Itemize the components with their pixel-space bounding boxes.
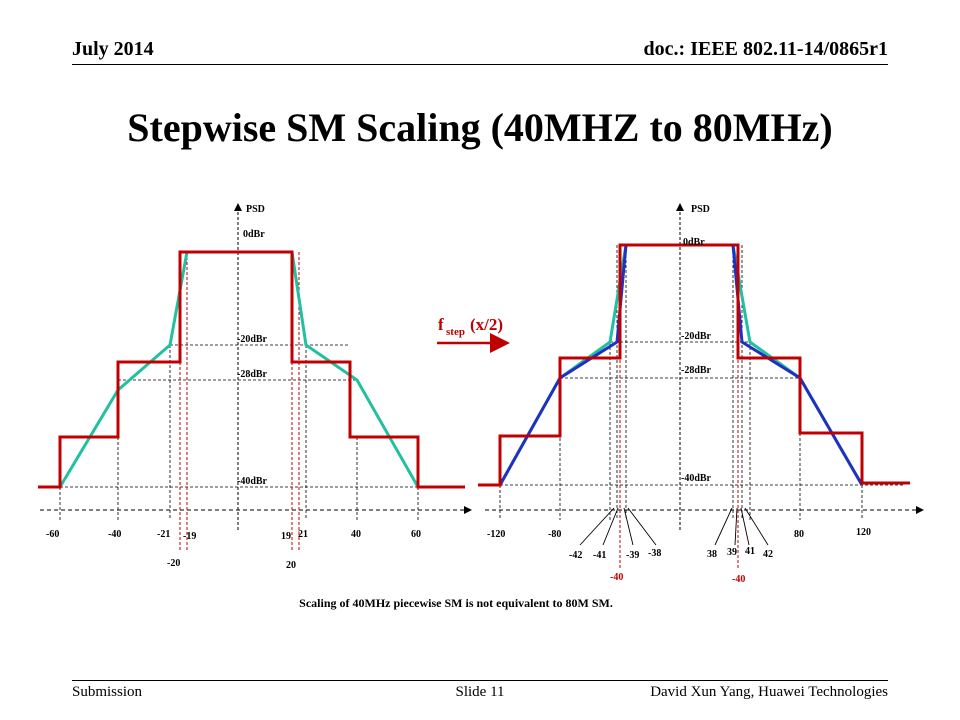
header-date: July 2014 (72, 38, 154, 60)
left-tick: -19 (183, 531, 196, 542)
left-step-mask (38, 250, 465, 489)
left-level-0: 0dBr (243, 229, 265, 240)
right-tick-low: -42 (569, 550, 582, 561)
right-tick: 80 (794, 529, 804, 540)
left-tick: -40 (108, 529, 121, 540)
right-tick: -120 (487, 529, 505, 540)
left-level-lines (45, 344, 460, 488)
right-tick-low: 41 (745, 546, 755, 557)
right-level-lines (490, 341, 905, 486)
left-tick: 40 (351, 529, 361, 540)
footer-slide-number: Slide 11 (455, 684, 505, 700)
arrow-label-f: f (438, 315, 444, 334)
right-tick-low: -38 (648, 548, 661, 559)
left-tick-low: -20 (167, 558, 180, 569)
right-marker-label: -40 (610, 572, 623, 583)
left-tick: 60 (411, 529, 421, 540)
arrow-label-arg: (x/2) (470, 315, 503, 334)
slide-title: Stepwise SM Scaling (40MHZ to 80MHz) (127, 105, 833, 150)
right-marker-label: -40 (732, 574, 745, 585)
right-level-40: -40dBr (681, 473, 712, 484)
right-tick-low: -41 (593, 550, 606, 561)
right-level-20: -20dBr (681, 331, 712, 342)
right-plot: PSD 0dBr -20dBr -28dBr -40dBr -120 -80 8… (478, 203, 924, 585)
arrow-label-sub: step (446, 326, 465, 338)
left-psd-label: PSD (246, 204, 265, 215)
footer-submission: Submission (72, 684, 143, 700)
transform-arrow: f step (x/2) (437, 315, 510, 353)
left-level-40: -40dBr (237, 476, 268, 487)
right-psd-label: PSD (691, 204, 710, 215)
right-pointer-lines (579, 507, 769, 546)
header-rule (72, 64, 888, 65)
left-tick-low: 20 (286, 560, 296, 571)
footer-author: David Xun Yang, Huawei Technologies (650, 684, 888, 700)
right-tick-low: 38 (707, 549, 717, 560)
left-red-markers (179, 252, 300, 550)
figure-caption: Scaling of 40MHz piecewise SM is not equ… (299, 596, 613, 610)
left-tick: -60 (46, 529, 59, 540)
left-tick: -21 (157, 529, 170, 540)
right-tick: -80 (548, 529, 561, 540)
right-step-mask (478, 243, 910, 487)
right-red-markers (619, 245, 739, 570)
left-level-28: -28dBr (237, 369, 268, 380)
right-tick: 120 (856, 527, 871, 538)
left-tick: 19 (281, 531, 291, 542)
right-tick-low: 39 (727, 547, 737, 558)
header-doc-id: doc.: IEEE 802.11-14/0865r1 (643, 38, 888, 60)
right-level-0: 0dBr (683, 237, 705, 248)
right-tick-low: -39 (626, 550, 639, 561)
left-tick: 21 (298, 529, 308, 540)
left-level-20: -20dBr (237, 334, 268, 345)
footer-rule (72, 680, 888, 681)
left-tick-lines (59, 345, 419, 520)
left-plot: PSD 0dBr -20dBr -28dBr -40dBr -60 -40 -2… (38, 203, 472, 571)
right-level-28: -28dBr (681, 365, 712, 376)
right-tick-low: 42 (763, 549, 773, 560)
